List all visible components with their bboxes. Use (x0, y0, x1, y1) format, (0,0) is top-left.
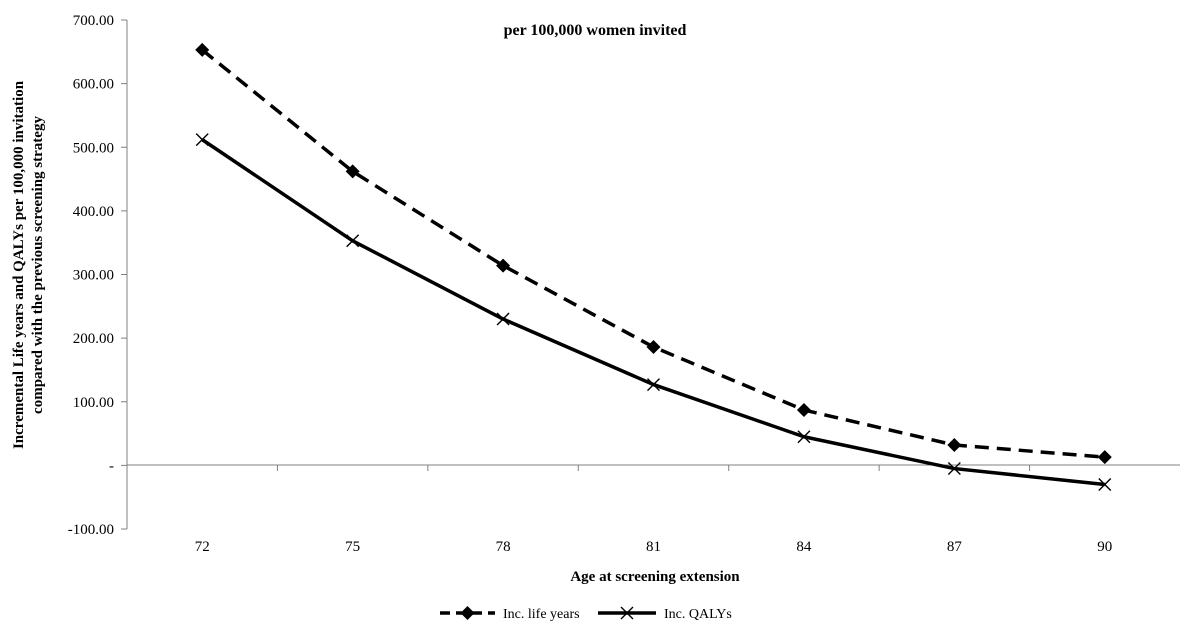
x-tick-label: 90 (1097, 539, 1112, 555)
x-axis: 72 75 78 81 84 87 90 (127, 464, 1180, 555)
series-line (201, 138, 1105, 487)
data-point-x (1098, 477, 1112, 491)
legend-item: Inc. life years (440, 606, 580, 622)
data-point-x (195, 133, 209, 147)
series-life-years (195, 42, 1112, 465)
x-tick-label: 78 (496, 539, 511, 555)
series-qalys (195, 133, 1112, 491)
legend-item: Inc. QALYs (598, 606, 732, 622)
x-axis-title: Age at screening extension (570, 569, 740, 585)
x-tick-label: 87 (947, 539, 963, 555)
y-axis-title-line: compared with the previous screening str… (30, 116, 46, 414)
data-point-diamond (646, 340, 661, 355)
y-tick-label: -100.00 (68, 522, 114, 538)
y-tick-label: 500.00 (73, 140, 114, 156)
data-point-x (797, 430, 811, 444)
y-tick-label: - (109, 458, 114, 474)
chart-title: per 100,000 women invited (504, 22, 687, 39)
y-axis-title-line: Incremental Life years and QALYs per 100… (11, 80, 27, 449)
data-point-x (496, 312, 510, 326)
y-tick-label: 400.00 (73, 204, 114, 220)
legend-label: Inc. life years (503, 607, 580, 622)
data-point-diamond (460, 606, 475, 620)
series-line (201, 48, 1105, 459)
y-tick-label: 100.00 (73, 395, 114, 411)
data-point-x (346, 234, 360, 248)
plot-series (195, 42, 1112, 491)
y-axis-title: Incremental Life years and QALYs per 100… (11, 80, 46, 449)
y-tick-label: 600.00 (73, 77, 114, 93)
data-point-x (947, 462, 961, 476)
y-tick-label: 200.00 (73, 331, 114, 347)
legend-label: Inc. QALYs (664, 607, 732, 622)
data-point-diamond (195, 42, 210, 57)
data-point-diamond (1097, 450, 1112, 465)
data-point-x (620, 606, 634, 620)
y-tick-label: 700.00 (73, 13, 114, 29)
x-tick-label: 81 (646, 539, 661, 555)
data-point-diamond (796, 403, 811, 418)
data-point-diamond (496, 258, 511, 273)
data-point-diamond (947, 438, 962, 453)
x-tick-label: 84 (796, 539, 812, 555)
y-tick-label: 300.00 (73, 268, 114, 284)
x-tick-label: 75 (345, 539, 360, 555)
data-point-diamond (345, 164, 360, 179)
x-tick-label: 72 (195, 539, 210, 555)
y-axis: -100.00-100.00200.00300.00400.00500.0060… (68, 13, 128, 538)
legend: Inc. life years Inc. QALYs (440, 606, 732, 622)
data-point-x (647, 378, 660, 392)
